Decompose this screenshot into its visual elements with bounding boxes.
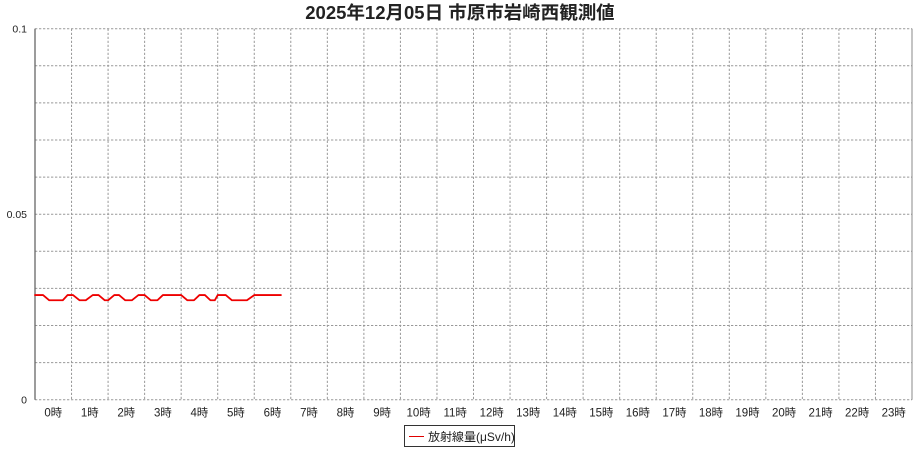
svg-text:1時: 1時 [81, 407, 99, 420]
svg-text:10時: 10時 [407, 407, 432, 420]
svg-text:11時: 11時 [444, 407, 468, 420]
svg-text:4時: 4時 [190, 407, 208, 420]
svg-text:13時: 13時 [516, 407, 541, 420]
svg-text:15時: 15時 [589, 407, 614, 420]
svg-text:3時: 3時 [154, 407, 172, 420]
svg-text:2時: 2時 [117, 407, 135, 420]
svg-text:17時: 17時 [662, 407, 687, 420]
svg-text:0.05: 0.05 [7, 209, 28, 221]
svg-text:12時: 12時 [480, 407, 505, 420]
svg-text:18時: 18時 [699, 407, 724, 420]
svg-text:21時: 21時 [809, 407, 834, 420]
svg-text:20時: 20時 [772, 407, 797, 420]
svg-text:8時: 8時 [337, 407, 355, 420]
svg-text:22時: 22時 [845, 407, 870, 420]
svg-text:6時: 6時 [264, 407, 282, 420]
svg-text:23時: 23時 [882, 407, 907, 420]
svg-text:0時: 0時 [44, 407, 62, 420]
svg-text:16時: 16時 [626, 407, 651, 420]
svg-text:0.1: 0.1 [12, 23, 27, 35]
svg-text:14時: 14時 [553, 407, 578, 420]
svg-text:9時: 9時 [373, 407, 391, 420]
svg-text:19時: 19時 [735, 407, 760, 420]
svg-text:0: 0 [21, 394, 27, 406]
svg-text:5時: 5時 [227, 407, 245, 420]
svg-text:7時: 7時 [300, 407, 318, 420]
